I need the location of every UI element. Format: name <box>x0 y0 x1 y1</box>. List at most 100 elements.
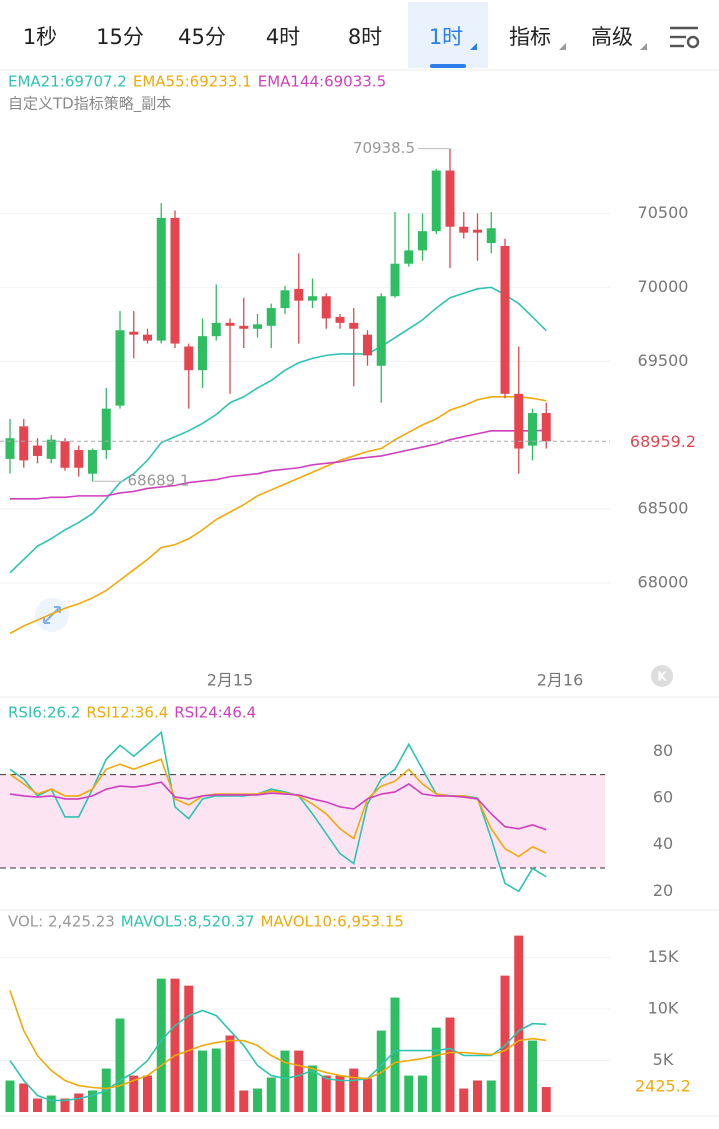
candle-body <box>88 450 97 474</box>
tab[interactable]: 8时 <box>348 25 382 49</box>
volume-bar <box>170 978 180 1112</box>
volume-bar <box>418 1075 427 1112</box>
legend-entry: EMA144:69033.5 <box>258 73 386 91</box>
settings-icon[interactable] <box>670 26 700 49</box>
y-tick-label: 5K <box>653 1050 674 1069</box>
candle-body <box>308 296 317 301</box>
indicator-line <box>9 395 547 635</box>
active-tab-bg <box>408 2 488 68</box>
volume-bar <box>156 978 166 1112</box>
badge-bg[interactable] <box>651 665 673 687</box>
tab[interactable]: 指标 <box>509 25 551 49</box>
indicator-line <box>9 286 547 574</box>
x-tick-label: 2月16 <box>537 671 584 690</box>
y-tick-label: 15K <box>648 947 679 966</box>
candle-body <box>19 426 29 461</box>
volume-bar <box>363 1078 372 1112</box>
volume-bar <box>184 985 194 1112</box>
candle-body <box>225 322 235 326</box>
dropdown-arrow <box>640 43 647 50</box>
volume-bar <box>129 1075 139 1112</box>
volume-bar <box>143 1075 152 1112</box>
candle-body <box>473 229 482 233</box>
last-price-box <box>618 429 718 454</box>
volume-bar <box>5 1080 15 1112</box>
extreme-label: 68689.1 <box>128 472 190 490</box>
candle-body <box>335 316 345 323</box>
volume-bar <box>404 1075 414 1112</box>
badge[interactable]: K <box>657 670 667 684</box>
candle-body <box>486 228 496 244</box>
candle-body <box>60 441 70 468</box>
volume-bar <box>335 1075 345 1112</box>
volume-bar <box>253 1088 262 1112</box>
y-tick-label: 20 <box>653 881 673 900</box>
indicator-title: 自定义TD指标策略_副本 <box>8 95 171 114</box>
candle-body <box>170 217 180 344</box>
y-tick-label: 68500 <box>638 499 689 518</box>
candle-body <box>211 322 221 337</box>
legend-entry: RSI12:36.4 <box>86 704 168 722</box>
legend-entry: EMA21:69707.2 <box>8 73 127 91</box>
x-tick-label: 2月15 <box>207 671 254 690</box>
candle-body <box>500 245 510 394</box>
indicator-line <box>10 429 547 500</box>
candle-body <box>404 250 414 264</box>
candle-body <box>184 346 194 371</box>
candle-body <box>253 324 262 329</box>
y-tick-label: 70000 <box>638 277 689 296</box>
tab[interactable]: 高级 <box>591 25 633 49</box>
candle-body <box>528 413 537 446</box>
volume-bar <box>376 1030 386 1112</box>
candle-body <box>280 290 290 309</box>
candle-body <box>418 231 427 251</box>
volume-bar <box>321 1075 331 1112</box>
candle-body <box>46 439 56 459</box>
current-volume-box <box>630 1076 706 1099</box>
legend-entry: MAVOL10:6,953.15 <box>261 913 404 931</box>
indicator-line <box>9 781 547 831</box>
current-volume-label: 2425.2 <box>635 1077 691 1096</box>
tab[interactable]: 1秒 <box>23 25 57 49</box>
volume-bar <box>514 935 524 1112</box>
tab-active[interactable]: 1时 <box>429 25 463 49</box>
volume-bar <box>445 1017 455 1112</box>
volume-bar <box>390 997 400 1112</box>
tab[interactable]: 45分 <box>178 25 226 49</box>
rsi-band <box>0 774 605 868</box>
candle-body <box>143 334 152 341</box>
volume-bar <box>308 1065 317 1112</box>
y-tick-label: 60 <box>653 788 673 807</box>
candle-body <box>33 445 42 456</box>
candle-body <box>349 322 359 329</box>
candle-body <box>390 263 400 297</box>
candle-body <box>514 393 524 449</box>
legend-entry: RSI24:46.4 <box>174 704 256 722</box>
candle-body <box>74 450 84 468</box>
candle-body <box>363 334 372 356</box>
last-price-label: 68959.2 <box>630 432 696 451</box>
tab[interactable]: 15分 <box>96 25 144 49</box>
volume-bar <box>33 1098 42 1112</box>
volume-bar <box>46 1095 56 1112</box>
candle-body <box>376 296 386 366</box>
active-tab-underline <box>430 64 466 68</box>
volume-bar <box>294 1050 304 1112</box>
candle-body <box>459 226 469 233</box>
legend-entry: VOL: 2,425.23 <box>8 913 115 931</box>
reset-zoom-icon[interactable] <box>35 598 69 632</box>
candle-body <box>198 336 207 371</box>
volume-bar <box>19 1083 29 1112</box>
volume-bar <box>74 1093 84 1112</box>
legend-entry: MAVOL5:8,520.37 <box>121 913 255 931</box>
volume-bar <box>500 975 510 1112</box>
dropdown-arrow <box>470 43 477 50</box>
candle-body <box>5 438 15 459</box>
y-tick-label: 10K <box>648 999 679 1018</box>
volume-bar <box>473 1080 482 1112</box>
tab[interactable]: 4时 <box>266 25 300 49</box>
candle-body <box>101 408 111 451</box>
candle-body <box>541 413 551 442</box>
y-tick-label: 80 <box>653 741 673 760</box>
